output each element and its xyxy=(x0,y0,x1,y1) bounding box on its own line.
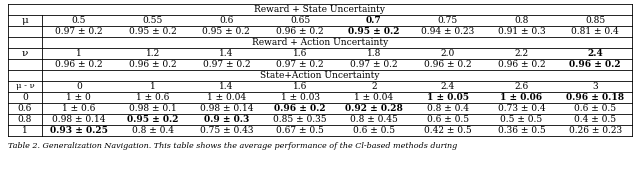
Text: 1.4: 1.4 xyxy=(219,49,234,58)
Text: 2.4: 2.4 xyxy=(588,49,603,58)
Text: 1 ± 0: 1 ± 0 xyxy=(67,93,92,102)
Text: 0.55: 0.55 xyxy=(143,16,163,25)
Text: 0.96 ± 0.2: 0.96 ± 0.2 xyxy=(275,104,326,113)
Text: Table 2. Generalization Navigation. This table shows the average performance of : Table 2. Generalization Navigation. This… xyxy=(8,142,457,150)
Text: 0.97 ± 0.2: 0.97 ± 0.2 xyxy=(55,27,102,36)
Text: 2.2: 2.2 xyxy=(515,49,529,58)
Text: 1 ± 0.6: 1 ± 0.6 xyxy=(62,104,95,113)
Text: 0.9 ± 0.3: 0.9 ± 0.3 xyxy=(204,115,249,124)
Text: 0.97 ± 0.2: 0.97 ± 0.2 xyxy=(350,60,397,69)
Text: 0.8 ± 0.4: 0.8 ± 0.4 xyxy=(132,126,173,135)
Text: 1: 1 xyxy=(22,126,28,135)
Text: 2: 2 xyxy=(371,82,377,91)
Text: 0.97 ± 0.2: 0.97 ± 0.2 xyxy=(203,60,250,69)
Text: State+Action Uncertainty: State+Action Uncertainty xyxy=(260,71,380,80)
Text: Reward + Action Uncertainty: Reward + Action Uncertainty xyxy=(252,38,388,47)
Text: 1 ± 0.04: 1 ± 0.04 xyxy=(355,93,394,102)
Text: 0.85 ± 0.35: 0.85 ± 0.35 xyxy=(273,115,327,124)
Text: 0.4 ± 0.5: 0.4 ± 0.5 xyxy=(574,115,616,124)
Text: 0.67 ± 0.5: 0.67 ± 0.5 xyxy=(276,126,324,135)
Text: 0: 0 xyxy=(76,82,82,91)
Text: 1.8: 1.8 xyxy=(367,49,381,58)
Text: 0.95 ± 0.2: 0.95 ± 0.2 xyxy=(127,115,179,124)
Text: 1 ± 0.06: 1 ± 0.06 xyxy=(500,93,543,102)
Text: 0.5 ± 0.5: 0.5 ± 0.5 xyxy=(500,115,543,124)
Text: 0.96 ± 0.2: 0.96 ± 0.2 xyxy=(55,60,102,69)
Text: 0.96 ± 0.18: 0.96 ± 0.18 xyxy=(566,93,624,102)
Text: 0.92 ± 0.28: 0.92 ± 0.28 xyxy=(345,104,403,113)
Text: 0.8 ± 0.4: 0.8 ± 0.4 xyxy=(427,104,468,113)
Text: 0.6 ± 0.5: 0.6 ± 0.5 xyxy=(353,126,395,135)
Text: 0.95 ± 0.2: 0.95 ± 0.2 xyxy=(348,27,399,36)
Text: 0.96 ± 0.2: 0.96 ± 0.2 xyxy=(424,60,472,69)
Text: 1: 1 xyxy=(150,82,156,91)
Text: 0.91 ± 0.3: 0.91 ± 0.3 xyxy=(497,27,545,36)
Text: 0.85: 0.85 xyxy=(585,16,605,25)
Text: 0.96 ± 0.2: 0.96 ± 0.2 xyxy=(497,60,545,69)
Text: 1 ± 0.6: 1 ± 0.6 xyxy=(136,93,170,102)
Text: 0.75: 0.75 xyxy=(438,16,458,25)
Text: 0.8: 0.8 xyxy=(514,16,529,25)
Text: 0.98 ± 0.14: 0.98 ± 0.14 xyxy=(52,115,106,124)
Text: 0.98 ± 0.1: 0.98 ± 0.1 xyxy=(129,104,177,113)
Text: 0.5: 0.5 xyxy=(72,16,86,25)
Text: 0.97 ± 0.2: 0.97 ± 0.2 xyxy=(276,60,324,69)
Text: 1: 1 xyxy=(76,49,82,58)
Text: 1.4: 1.4 xyxy=(219,82,234,91)
Text: μ - ν: μ - ν xyxy=(15,82,35,90)
Text: 0.94 ± 0.23: 0.94 ± 0.23 xyxy=(421,27,474,36)
Text: 0.6 ± 0.5: 0.6 ± 0.5 xyxy=(574,104,616,113)
Text: 0.36 ± 0.5: 0.36 ± 0.5 xyxy=(497,126,545,135)
Text: 0.6: 0.6 xyxy=(219,16,234,25)
Text: μ: μ xyxy=(22,16,28,25)
Text: 2.0: 2.0 xyxy=(440,49,455,58)
Text: 0.42 ± 0.5: 0.42 ± 0.5 xyxy=(424,126,472,135)
Text: 1.6: 1.6 xyxy=(293,49,307,58)
Text: 0.96 ± 0.2: 0.96 ± 0.2 xyxy=(129,60,177,69)
Text: Reward + State Uncertainty: Reward + State Uncertainty xyxy=(255,5,385,14)
Text: 0.8: 0.8 xyxy=(18,115,32,124)
Text: 2.4: 2.4 xyxy=(440,82,455,91)
Text: 0.26 ± 0.23: 0.26 ± 0.23 xyxy=(568,126,621,135)
Text: ν: ν xyxy=(22,49,28,58)
Text: 1 ± 0.03: 1 ± 0.03 xyxy=(280,93,319,102)
Text: 1 ± 0.04: 1 ± 0.04 xyxy=(207,93,246,102)
Text: 0.8 ± 0.45: 0.8 ± 0.45 xyxy=(350,115,398,124)
Text: 0.96 ± 0.2: 0.96 ± 0.2 xyxy=(570,60,621,69)
Text: 0.96 ± 0.2: 0.96 ± 0.2 xyxy=(276,27,324,36)
Text: 1 ± 0.05: 1 ± 0.05 xyxy=(427,93,468,102)
Text: 3: 3 xyxy=(592,82,598,91)
Text: 0.95 ± 0.2: 0.95 ± 0.2 xyxy=(129,27,177,36)
Text: 0.7: 0.7 xyxy=(366,16,381,25)
Text: 1.2: 1.2 xyxy=(145,49,160,58)
Text: 0.81 ± 0.4: 0.81 ± 0.4 xyxy=(572,27,619,36)
Text: 0: 0 xyxy=(22,93,28,102)
Text: 0.93 ± 0.25: 0.93 ± 0.25 xyxy=(50,126,108,135)
Text: 0.73 ± 0.4: 0.73 ± 0.4 xyxy=(497,104,545,113)
Text: 1.6: 1.6 xyxy=(293,82,307,91)
Text: 0.95 ± 0.2: 0.95 ± 0.2 xyxy=(202,27,250,36)
Text: 2.6: 2.6 xyxy=(515,82,529,91)
Text: 0.98 ± 0.14: 0.98 ± 0.14 xyxy=(200,104,253,113)
Text: 0.6 ± 0.5: 0.6 ± 0.5 xyxy=(427,115,468,124)
Text: 0.6: 0.6 xyxy=(18,104,32,113)
Text: 0.75 ± 0.43: 0.75 ± 0.43 xyxy=(200,126,253,135)
Text: 0.65: 0.65 xyxy=(290,16,310,25)
